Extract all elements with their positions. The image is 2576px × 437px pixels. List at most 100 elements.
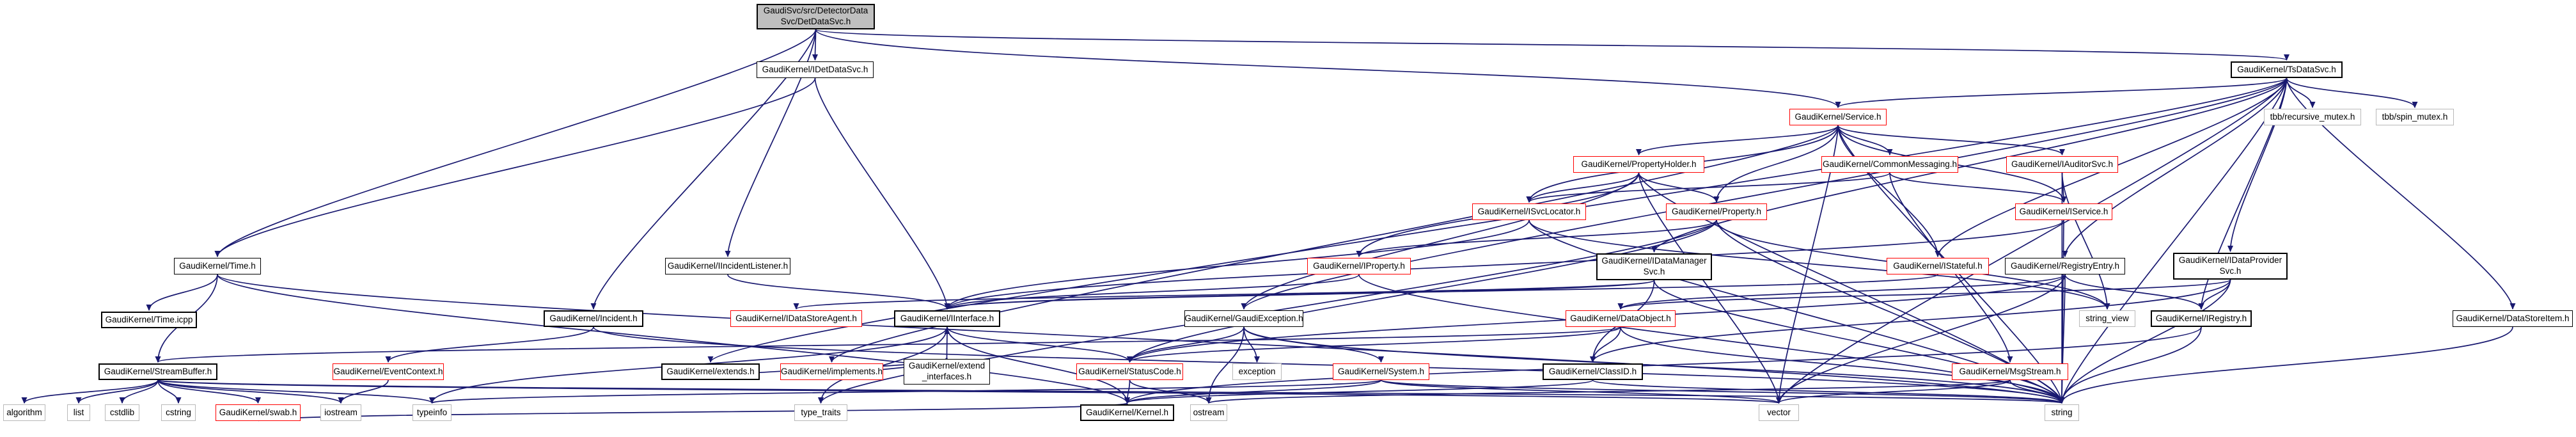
include-edge-idetdatasvc-time xyxy=(214,77,816,257)
include-edge-service-commonmessaging xyxy=(1837,125,1893,155)
include-edge-idetdatasvc-iinterface xyxy=(814,77,950,310)
graph-node-iinterface[interactable]: GaudiKernel/IInterface.h xyxy=(894,310,1000,327)
graph-node-list: list xyxy=(67,404,90,421)
node-label: tbb/recursive_mutex.h xyxy=(2270,111,2355,122)
include-edge-root-time xyxy=(214,29,817,257)
node-label: GaudiKernel/Time.h xyxy=(179,260,256,271)
graph-node-root: GaudiSvc/src/DetectorData Svc/DetDataSvc.… xyxy=(757,4,875,29)
node-label: string xyxy=(2051,407,2073,417)
graph-node-iservice[interactable]: GaudiKernel/IService.h xyxy=(2015,203,2112,220)
include-edge-isvclocator-stringview xyxy=(1528,219,2110,310)
graph-node-idetdatasvc[interactable]: GaudiKernel/IDetDataSvc.h xyxy=(757,61,874,78)
graph-node-idataprovidersvc[interactable]: GaudiKernel/IDataProvider Svc.h xyxy=(2173,253,2288,280)
graph-node-datastoreitem[interactable]: GaudiKernel/DataStoreItem.h xyxy=(2453,310,2573,327)
graph-node-system[interactable]: GaudiKernel/System.h xyxy=(1333,363,1429,380)
include-edge-iincidentlistener-iinterface xyxy=(727,274,950,310)
graph-node-swab[interactable]: GaudiKernel/swab.h xyxy=(216,404,301,421)
graph-node-gaudiexception[interactable]: GaudiKernel/GaudiException.h xyxy=(1184,310,1303,327)
graph-node-msgstream[interactable]: GaudiKernel/MsgStream.h xyxy=(1952,363,2068,380)
include-edge-idatamanagersvc-iinterface xyxy=(944,280,1655,310)
graph-node-registryentry[interactable]: GaudiKernel/RegistryEntry.h xyxy=(2005,258,2125,274)
include-edge-msgstream-ostream xyxy=(1206,379,2011,404)
graph-node-vector: vector xyxy=(1759,404,1799,421)
node-label: GaudiKernel/Property.h xyxy=(1671,206,1762,216)
graph-node-streambuffer[interactable]: GaudiKernel/StreamBuffer.h xyxy=(98,363,217,380)
include-edge-dataobject-classid xyxy=(1590,326,1621,363)
include-edge-streambuffer-cstdlib xyxy=(119,379,159,404)
include-edge-streambuffer-typeinfo xyxy=(157,379,435,404)
graph-node-commonmessaging[interactable]: GaudiKernel/CommonMessaging.h xyxy=(1821,156,1958,173)
graph-node-extendinterfaces[interactable]: GaudiKernel/extend _interfaces.h xyxy=(904,359,990,385)
include-edge-msgstream-vector xyxy=(1776,379,2011,404)
node-label: tbb/spin_mutex.h xyxy=(2382,111,2448,122)
node-label: GaudiKernel/CommonMessaging.h xyxy=(1822,159,1958,169)
node-label: GaudiKernel/System.h xyxy=(1337,366,1425,376)
node-label: GaudiKernel/Incident.h xyxy=(549,313,638,323)
graph-node-iregistry[interactable]: GaudiKernel/IRegistry.h xyxy=(2151,310,2252,327)
graph-node-isvclocator[interactable]: GaudiKernel/ISvcLocator.h xyxy=(1472,203,1586,220)
graph-node-idatamanagersvc[interactable]: GaudiKernel/IDataManager Svc.h xyxy=(1596,253,1712,280)
graph-node-time[interactable]: GaudiKernel/Time.h xyxy=(174,258,261,274)
node-label: Svc/DetDataSvc.h xyxy=(780,17,851,26)
graph-node-classid[interactable]: GaudiKernel/ClassID.h xyxy=(1543,363,1643,380)
include-edge-gaudiexception-exception xyxy=(1243,326,1260,363)
node-label: GaudiKernel/ISvcLocator.h xyxy=(1477,206,1581,216)
include-edge-tsdatasvc-idatamanagersvc xyxy=(1651,77,2288,253)
graph-node-timeicpp[interactable]: GaudiKernel/Time.icpp xyxy=(101,312,197,328)
graph-node-property[interactable]: GaudiKernel/Property.h xyxy=(1666,203,1767,220)
node-label: GaudiKernel/implements.h xyxy=(780,366,883,376)
graph-node-istateful[interactable]: GaudiKernel/IStateful.h xyxy=(1887,258,1989,274)
include-edge-eventcontext-iostream xyxy=(338,379,389,404)
include-edge-streambuffer-iostream xyxy=(157,379,344,404)
node-label: cstring xyxy=(166,407,191,417)
graph-node-iostream: iostream xyxy=(320,404,361,421)
include-edge-streambuffer-cstring xyxy=(157,379,182,404)
node-label: ostream xyxy=(1193,407,1225,417)
graph-node-idatastoreagent[interactable]: GaudiKernel/IDataStoreAgent.h xyxy=(730,310,862,327)
include-edge-registryentry-dataobject xyxy=(1617,274,2066,310)
graph-node-extends[interactable]: GaudiKernel/extends.h xyxy=(661,363,760,380)
include-edge-statuscode-ostream xyxy=(1129,379,1212,404)
graph-node-incident[interactable]: GaudiKernel/Incident.h xyxy=(544,310,643,327)
include-edge-classid-kernel xyxy=(1124,379,1594,404)
include-edge-dataobject-string xyxy=(1620,326,2065,404)
graph-node-tsdatasvc[interactable]: GaudiKernel/TsDataSvc.h xyxy=(2231,61,2343,78)
graph-node-typetraits: type_traits xyxy=(794,404,847,421)
include-edge-service-iauditorsvc xyxy=(1837,125,2065,155)
node-label: GaudiKernel/StreamBuffer.h xyxy=(104,366,212,376)
node-label: cstdlib xyxy=(109,407,135,417)
node-label: GaudiKernel/IRegistry.h xyxy=(2155,313,2247,323)
node-label: type_traits xyxy=(801,407,841,417)
include-edge-tsdatasvc-tbbspin xyxy=(2286,77,2418,108)
node-label: GaudiKernel/IProperty.h xyxy=(1313,260,1405,271)
graph-node-propertyholder[interactable]: GaudiKernel/PropertyHolder.h xyxy=(1573,156,1704,173)
include-edge-root-iincidentlistener xyxy=(725,29,817,257)
node-label: Svc.h xyxy=(1643,267,1665,276)
node-label: GaudiKernel/IDataManager xyxy=(1601,256,1707,266)
include-edge-service-property xyxy=(1713,125,1839,203)
graph-node-implements[interactable]: GaudiKernel/implements.h xyxy=(780,363,883,380)
node-label: GaudiKernel/IDetDataSvc.h xyxy=(762,64,868,74)
node-label: vector xyxy=(1767,407,1791,417)
graph-node-iproperty[interactable]: GaudiKernel/IProperty.h xyxy=(1307,258,1411,274)
graph-node-iauditorsvc[interactable]: GaudiKernel/IAuditorSvc.h xyxy=(2006,156,2118,173)
graph-node-statuscode[interactable]: GaudiKernel/StatusCode.h xyxy=(1076,363,1183,380)
node-label: typeinfo xyxy=(416,407,448,417)
graph-node-dataobject[interactable]: GaudiKernel/DataObject.h xyxy=(1566,310,1676,327)
include-edge-service-implements xyxy=(829,125,1839,363)
include-edge-system-kernel xyxy=(1124,379,1382,404)
graph-node-kernel[interactable]: GaudiKernel/Kernel.h xyxy=(1080,404,1174,421)
include-edge-tsdatasvc-gaudiexception xyxy=(1241,77,2288,310)
include-edge-tsdatasvc-string xyxy=(2059,77,2288,404)
node-label: GaudiKernel/Time.icpp xyxy=(105,314,193,324)
graph-node-service[interactable]: GaudiKernel/Service.h xyxy=(1789,109,1887,125)
node-label: GaudiKernel/EventContext.h xyxy=(333,366,443,376)
graph-node-eventcontext[interactable]: GaudiKernel/EventContext.h xyxy=(333,363,444,380)
graph-node-typeinfo: typeinfo xyxy=(412,404,452,421)
graph-node-iincidentlistener[interactable]: GaudiKernel/IIncidentListener.h xyxy=(665,258,790,274)
include-edge-datastoreitem-string xyxy=(2059,326,2513,404)
node-label: list xyxy=(73,407,84,417)
include-edge-idatamanagersvc-string xyxy=(1653,280,2065,404)
node-label: GaudiKernel/ClassID.h xyxy=(1548,366,1637,376)
